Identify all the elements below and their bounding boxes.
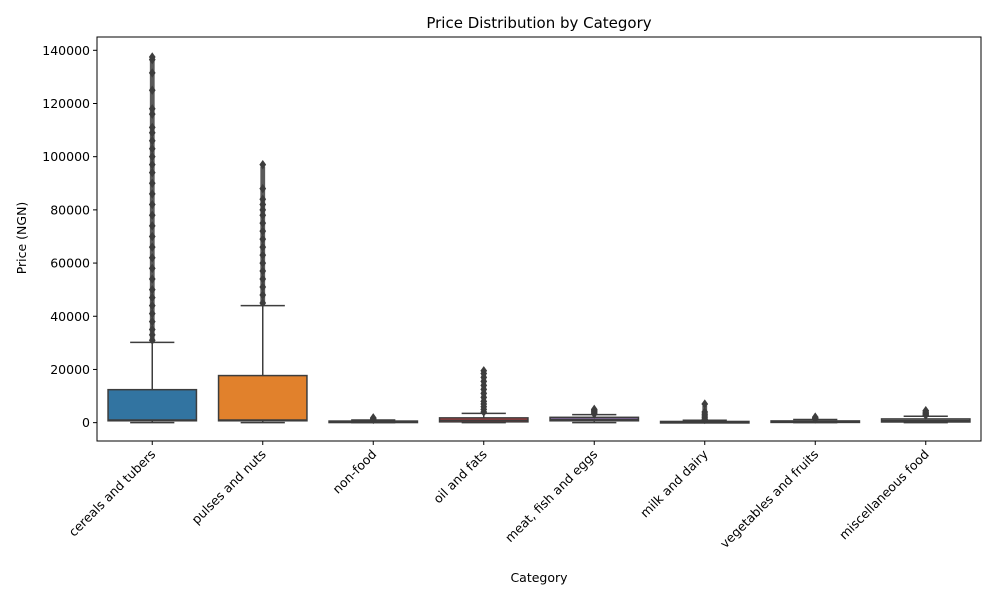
outlier-band (149, 57, 155, 343)
x-tick-label: vegetables and fruits (717, 447, 821, 551)
y-tick-label: 40000 (50, 309, 90, 324)
y-tick-label: 100000 (42, 149, 90, 164)
x-tick-label: miscellaneous food (836, 447, 932, 543)
y-tick-label: 140000 (42, 43, 90, 58)
outlier-point (590, 404, 598, 415)
outlier-band (481, 372, 487, 414)
y-axis-label: Price (NGN) (14, 202, 29, 275)
outlier-point (369, 413, 377, 423)
y-tick-label: 60000 (50, 256, 90, 271)
x-tick-label: pulses and nuts (188, 447, 268, 527)
x-tick-label: non-food (329, 447, 379, 497)
x-axis-label: Category (510, 570, 568, 585)
outlier-point (922, 405, 930, 416)
x-tick-label: cereals and tubers (66, 447, 159, 540)
x-tick-label: oil and fats (430, 447, 490, 507)
plot-frame (96, 36, 982, 442)
y-tick-label: 20000 (50, 362, 90, 377)
y-tick-label: 0 (82, 415, 90, 430)
outlier-band (702, 406, 708, 421)
x-tick-label: milk and dairy (637, 446, 711, 520)
plot-area: 0 20000 40000 60000 80000 100000 120000 140000 c… (42, 43, 971, 551)
outlier-point (811, 412, 819, 422)
iqr-box (107, 388, 198, 422)
x-tick-label: meat, fish and eggs (502, 447, 600, 545)
y-tick-label: 80000 (50, 202, 90, 217)
y-tick-label: 120000 (42, 96, 90, 111)
outlier-band (260, 166, 266, 306)
chart-title: Price Distribution by Category (426, 14, 651, 32)
iqr-box (217, 374, 308, 422)
